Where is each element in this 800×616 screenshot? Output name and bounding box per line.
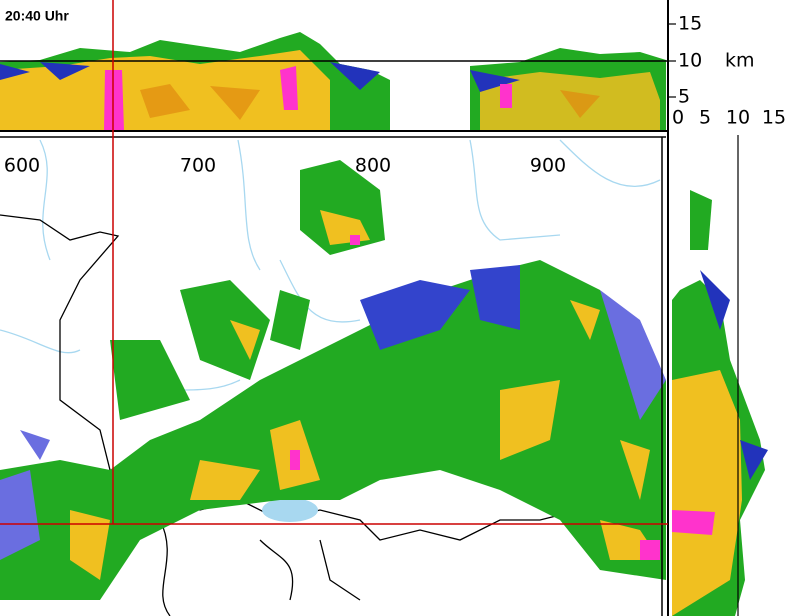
map — [0, 139, 666, 616]
map-frame — [0, 136, 666, 616]
unit-label: km — [725, 50, 755, 72]
timestamp: 20:40 Uhr — [5, 8, 69, 24]
width-label: 10 — [726, 107, 750, 129]
height-label: 15 — [678, 13, 702, 35]
top-profile — [0, 32, 666, 130]
map-x-label: 600 — [4, 155, 40, 177]
axis-ticks — [668, 23, 676, 98]
width-label: 0 — [672, 107, 684, 129]
height-label: 5 — [678, 86, 690, 108]
right-profile — [672, 190, 768, 616]
height-label: 10 — [678, 50, 702, 72]
width-label: 5 — [699, 107, 711, 129]
width-label: 15 — [762, 107, 786, 129]
map-x-label: 800 — [355, 155, 391, 177]
map-x-label: 700 — [180, 155, 216, 177]
map-x-label: 900 — [530, 155, 566, 177]
labels: 600 700 800 900 15 10 50 5 10 15 — [4, 13, 786, 177]
